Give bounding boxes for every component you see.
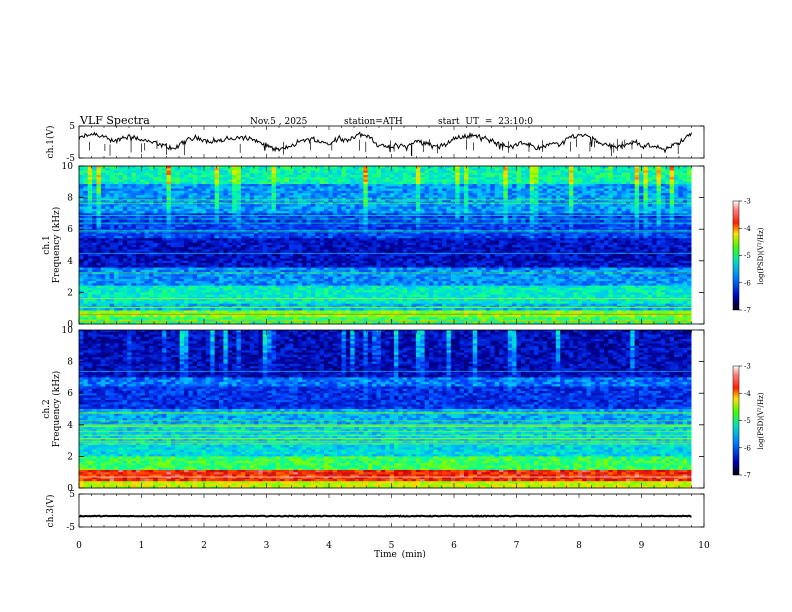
vlf-figure: VLF Spectra Nov.5 , 2025 station=ATH sta… [0, 0, 792, 612]
date-label: Nov.5 , 2025 [250, 117, 308, 127]
ch1-waveform-line [79, 132, 692, 152]
ch1-waveform-panel: 5-5 ch.1(V) [45, 122, 704, 164]
ytick-label: 5 [69, 122, 75, 132]
ch1-waveform-series [79, 132, 692, 156]
ch1-spectrogram-heatmap [79, 166, 704, 324]
ch1-ylabel: ch.1(V) [45, 126, 56, 159]
start-ut-label: start UT = 23:10:0 [438, 117, 533, 127]
station-label: station=ATH [344, 117, 403, 127]
chart-title: VLF Spectra [79, 114, 150, 127]
